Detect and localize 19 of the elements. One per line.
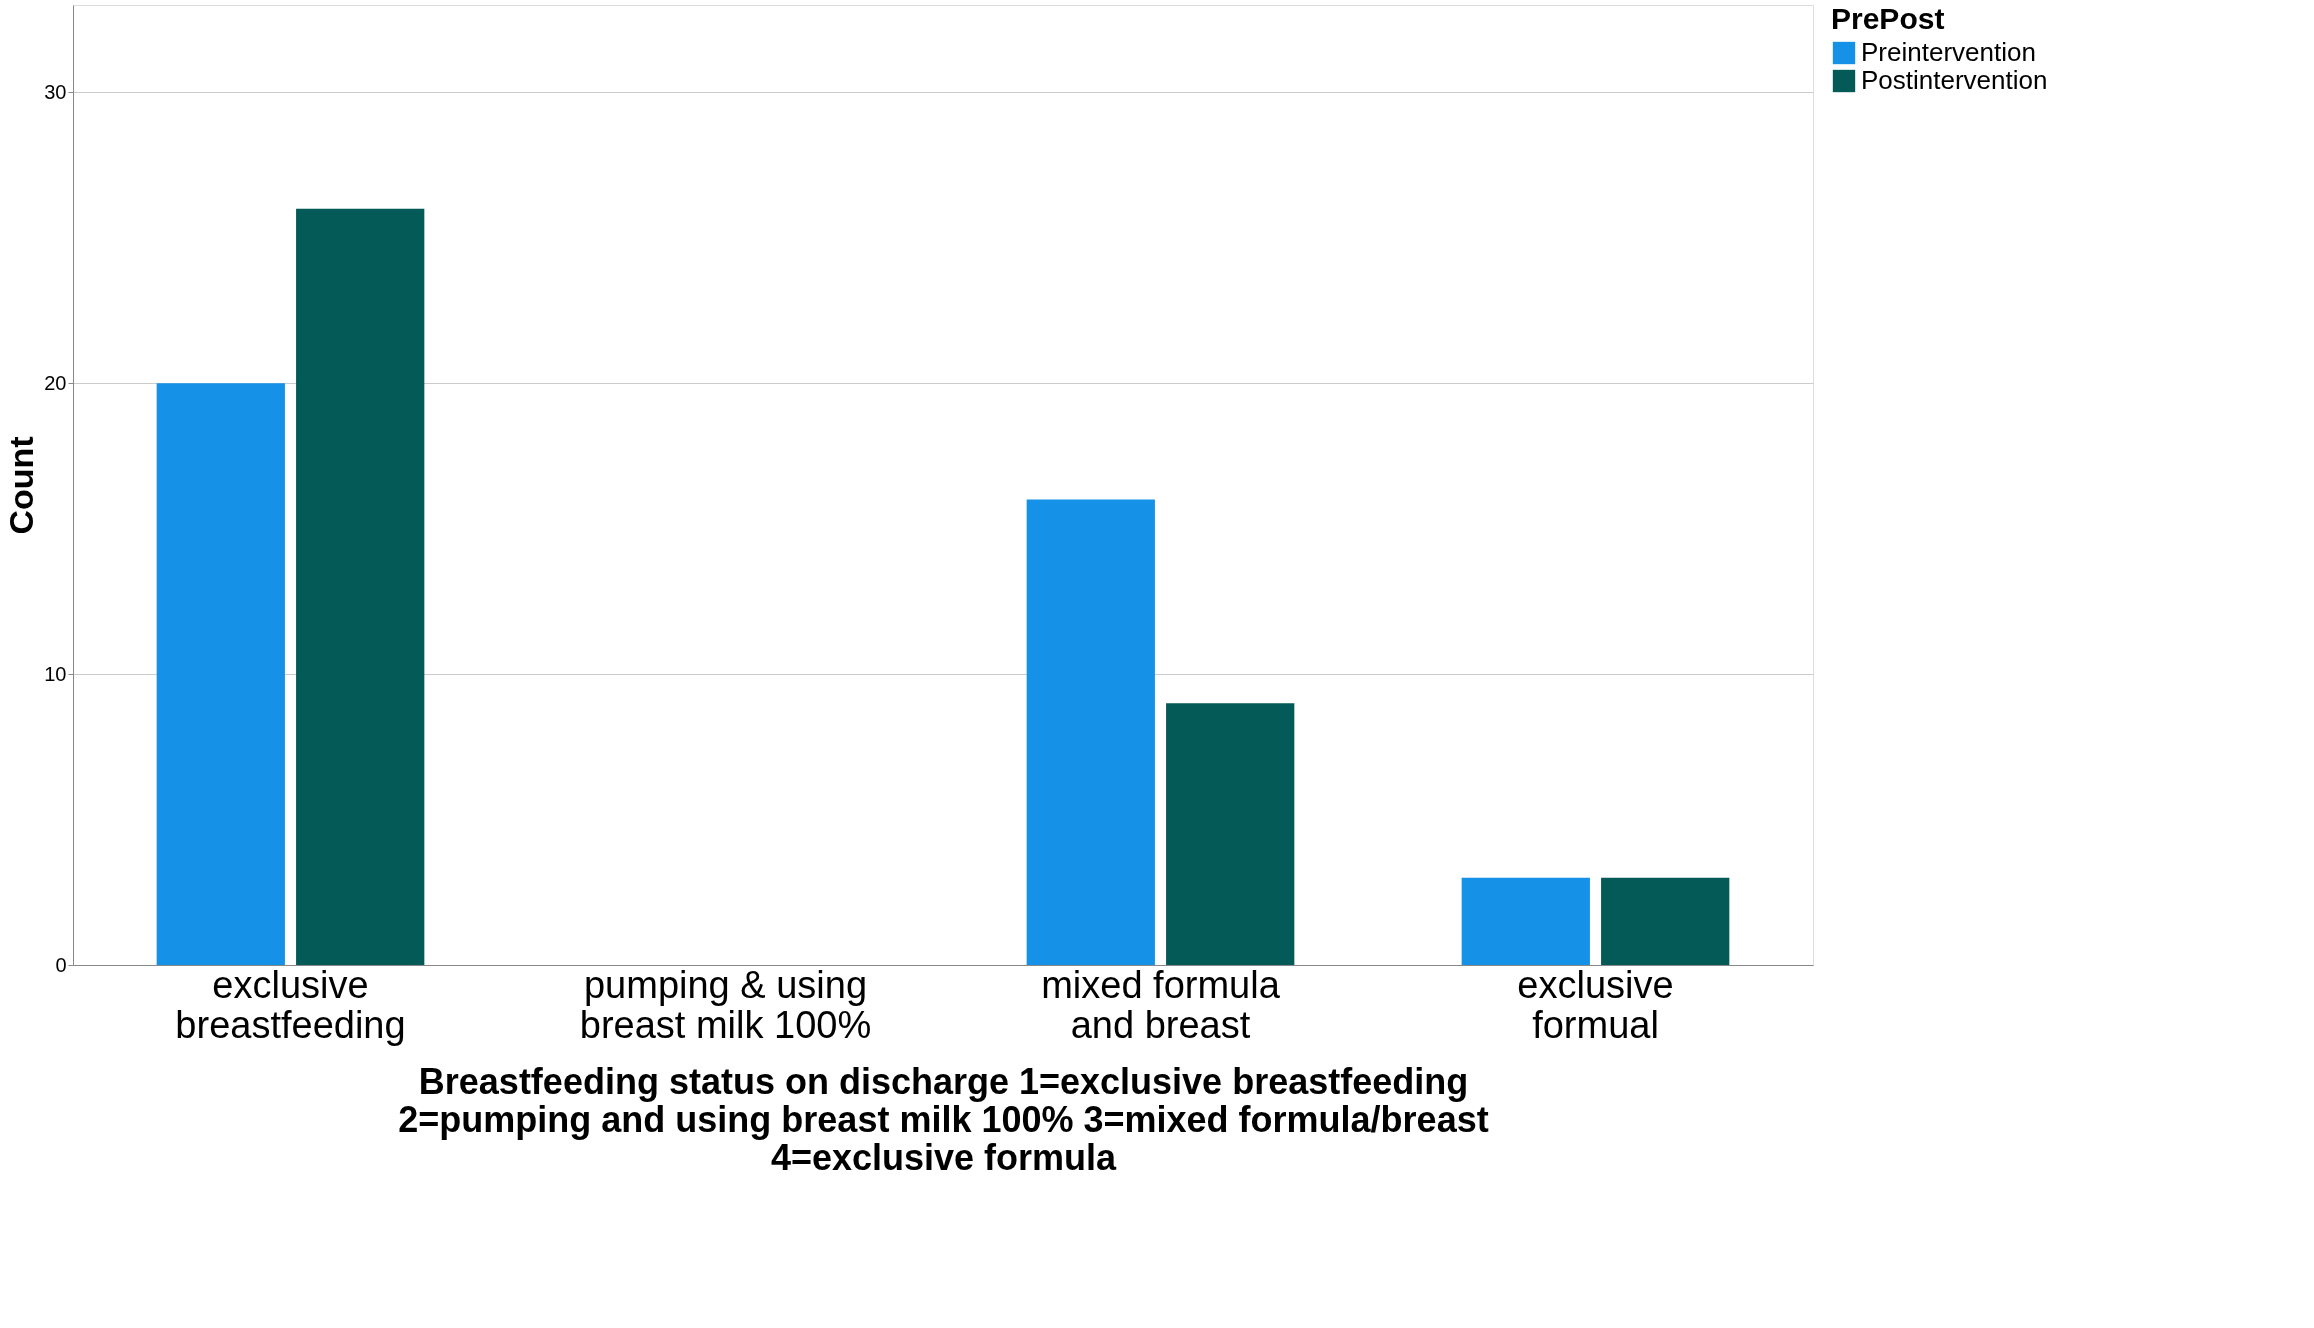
y-tick-label: 10	[44, 662, 67, 685]
x-tick-label: exclusive formual	[1517, 963, 1674, 1046]
y-tick-label: 30	[44, 80, 67, 103]
x-axis-title: Breastfeeding status on discharge 1=exclusive breastfeeding 2=pumping and using breast milk 100% 3=mixed formula/breast 4=exclusive formula	[398, 1060, 1489, 1178]
bar	[1166, 703, 1295, 965]
legend-label: Preintervention	[1861, 37, 2036, 67]
y-tick-label: 20	[44, 371, 67, 394]
x-tick-label: mixed formula and breast	[1041, 963, 1281, 1046]
x-tick-label: exclusive breastfeeding	[175, 963, 406, 1046]
bar	[1601, 877, 1730, 965]
legend-label: Postintervention	[1861, 65, 2048, 95]
bar	[1026, 499, 1155, 965]
y-axis-title: Count	[2, 436, 41, 535]
x-tick-label: pumping & using breast milk 100%	[579, 963, 872, 1046]
bar	[156, 383, 285, 965]
legend-title: PrePost	[1831, 2, 1945, 35]
bar	[296, 208, 425, 965]
bar	[1461, 877, 1590, 965]
y-tick-label: 0	[55, 953, 67, 976]
